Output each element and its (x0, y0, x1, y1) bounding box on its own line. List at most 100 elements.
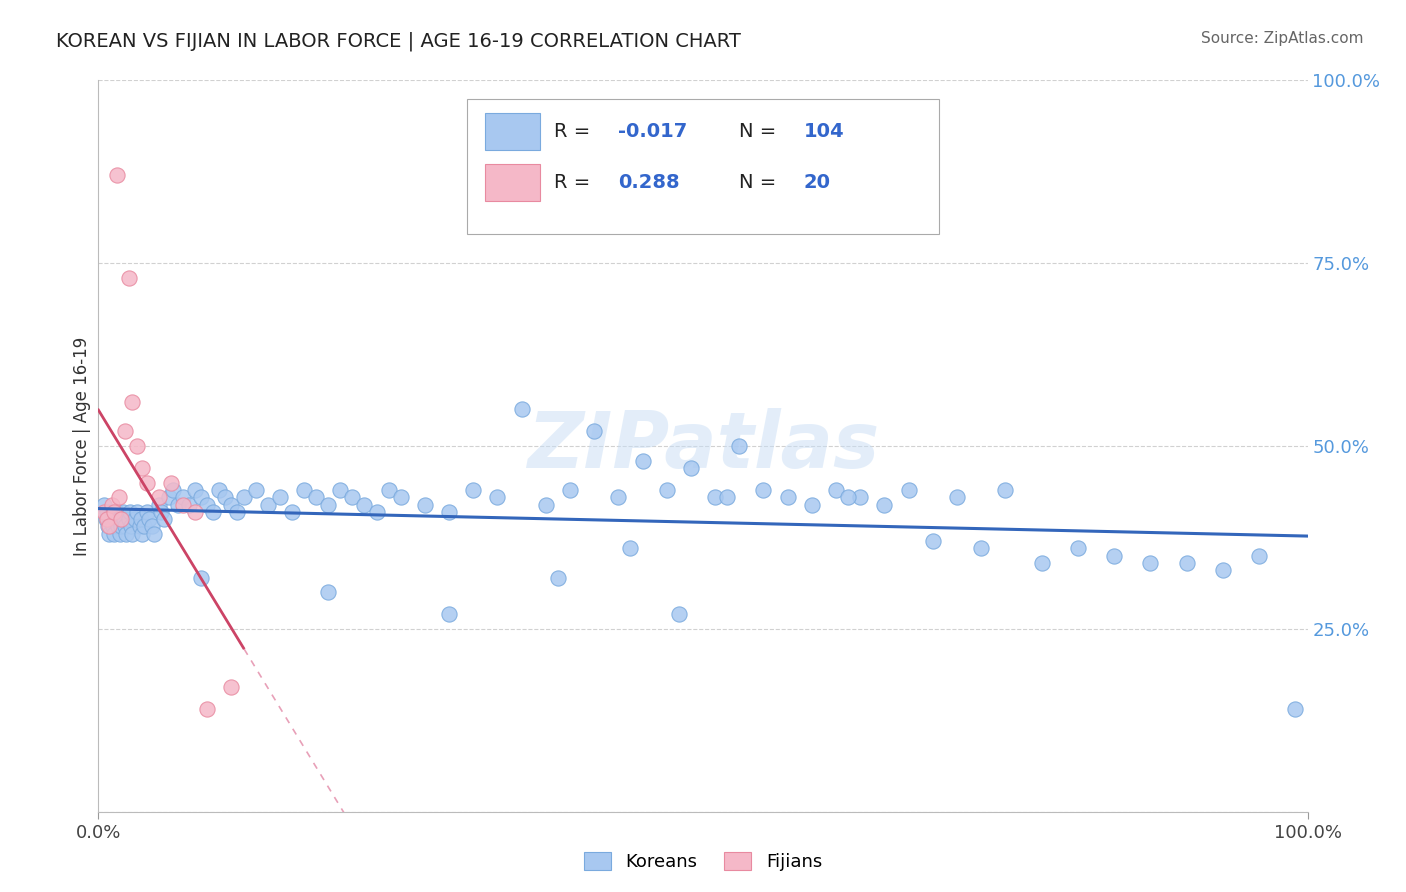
Point (558, 483, 581, 497)
Point (100, 512, 122, 526)
Point (510, 402, 533, 417)
Point (970, 541, 993, 556)
FancyBboxPatch shape (485, 164, 540, 201)
Point (162, 483, 184, 497)
Point (655, 483, 678, 497)
Point (292, 483, 315, 497)
Point (245, 483, 267, 497)
Point (96, 512, 118, 526)
Point (135, 505, 157, 519)
Text: R =: R = (554, 173, 591, 192)
Point (342, 490, 364, 504)
Point (131, 526, 153, 541)
Point (873, 498, 896, 512)
Point (110, 512, 132, 526)
Point (108, 526, 131, 541)
Point (994, 483, 1017, 497)
Point (946, 490, 969, 504)
Text: -0.017: -0.017 (619, 122, 688, 141)
Point (138, 512, 160, 526)
Point (281, 505, 304, 519)
Point (366, 505, 388, 519)
Text: N =: N = (740, 122, 776, 141)
Point (583, 425, 606, 439)
Point (127, 505, 149, 519)
Point (377, 483, 399, 497)
Text: Source: ZipAtlas.com: Source: ZipAtlas.com (1201, 31, 1364, 46)
Point (226, 505, 249, 519)
Point (316, 585, 339, 599)
Point (776, 490, 799, 504)
Point (1284, 702, 1306, 716)
FancyBboxPatch shape (467, 99, 939, 234)
Point (1139, 556, 1161, 570)
Text: 104: 104 (803, 122, 844, 141)
Point (1031, 556, 1053, 570)
Point (631, 453, 654, 467)
Point (135, 475, 157, 490)
Point (93, 498, 115, 512)
Point (1175, 556, 1198, 570)
Point (269, 490, 291, 504)
Point (172, 490, 194, 504)
Point (150, 505, 173, 519)
Point (104, 512, 127, 526)
Point (184, 483, 207, 497)
Y-axis label: In Labor Force | Age 16-19: In Labor Force | Age 16-19 (73, 336, 91, 556)
Point (752, 483, 775, 497)
Point (120, 519, 142, 533)
Text: N =: N = (740, 173, 776, 192)
Point (232, 490, 254, 504)
Point (1067, 541, 1090, 556)
Point (127, 439, 149, 453)
Text: R =: R = (554, 122, 591, 141)
Point (486, 490, 509, 504)
Point (413, 498, 436, 512)
Text: 0.288: 0.288 (619, 173, 681, 192)
Point (118, 270, 141, 285)
Point (305, 490, 328, 504)
Text: 20: 20 (803, 173, 831, 192)
Point (547, 571, 569, 585)
Point (100, 498, 122, 512)
Point (1212, 563, 1234, 577)
Point (110, 519, 132, 533)
Point (389, 490, 412, 504)
Point (118, 505, 141, 519)
Point (101, 519, 124, 533)
Point (143, 526, 166, 541)
Point (825, 483, 848, 497)
Point (105, 169, 128, 183)
Point (121, 526, 143, 541)
Point (619, 541, 641, 556)
Point (121, 395, 143, 409)
Point (208, 483, 231, 497)
Point (1102, 549, 1125, 563)
Point (534, 498, 557, 512)
Point (214, 490, 236, 504)
Point (112, 512, 135, 526)
Point (100, 505, 122, 519)
Point (96, 505, 118, 519)
Point (607, 490, 630, 504)
Point (94, 512, 117, 526)
Point (353, 498, 375, 512)
Point (134, 519, 156, 533)
Point (800, 498, 823, 512)
Point (179, 498, 201, 512)
Point (103, 526, 125, 541)
Point (128, 519, 150, 533)
FancyBboxPatch shape (485, 113, 540, 150)
Point (221, 498, 243, 512)
Point (98, 526, 121, 541)
Point (256, 498, 278, 512)
Point (111, 505, 134, 519)
Point (160, 475, 183, 490)
Point (728, 439, 751, 453)
Point (921, 534, 943, 549)
Point (437, 505, 460, 519)
Point (124, 512, 146, 526)
Point (93, 505, 115, 519)
Point (190, 571, 212, 585)
Point (118, 512, 141, 526)
